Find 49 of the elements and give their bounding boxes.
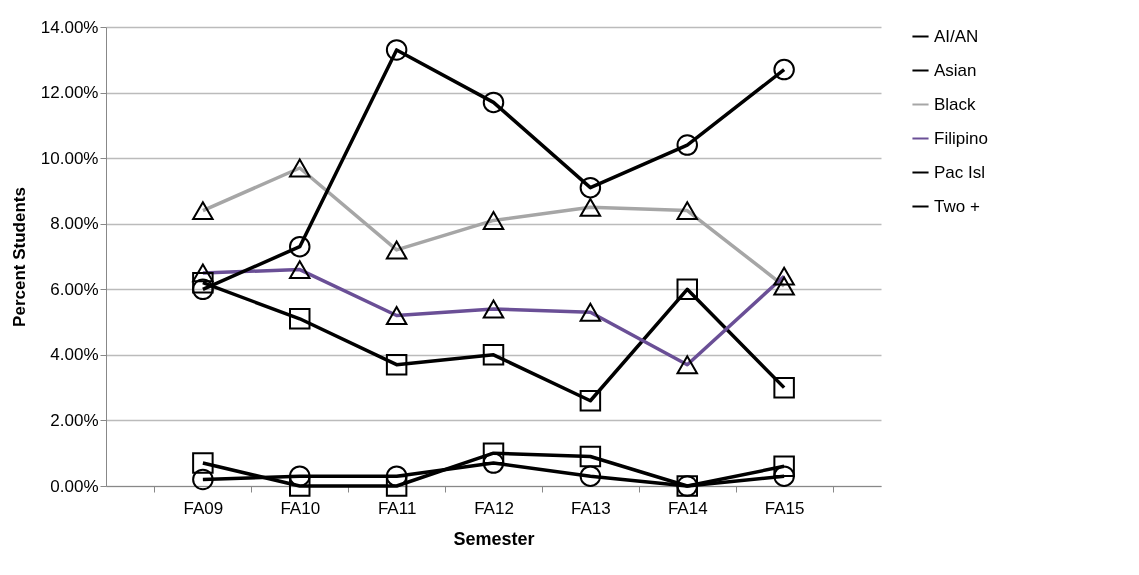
- y-tick-label: 6.00%: [50, 279, 99, 299]
- point: [579, 176, 602, 199]
- x-tick-label: FA11: [377, 498, 417, 518]
- point: [289, 465, 311, 487]
- x-tick-label: FA15: [764, 498, 805, 518]
- point: [289, 308, 311, 330]
- point: [289, 235, 311, 258]
- point: [385, 39, 408, 61]
- point: [579, 390, 602, 412]
- point: [192, 452, 214, 474]
- y-tick-label: 4.00%: [50, 345, 99, 365]
- x-tick-label: FA10: [280, 498, 321, 518]
- point: [482, 442, 505, 464]
- point: [773, 455, 795, 478]
- point: [676, 134, 698, 156]
- legend-label: Pac Isl: [934, 162, 986, 182]
- point: [579, 445, 602, 468]
- point: [482, 344, 505, 366]
- y-tick-label: 8.00%: [50, 214, 99, 234]
- point: [192, 278, 214, 301]
- point: [482, 91, 505, 114]
- point: [192, 271, 214, 294]
- point: [385, 475, 408, 497]
- y-tick-label: 10.00%: [40, 148, 99, 168]
- point: [192, 468, 214, 491]
- y-tick-label: 2.00%: [50, 410, 99, 430]
- y-tick-label: 14.00%: [40, 17, 99, 37]
- point: [676, 278, 698, 301]
- y-tick-label: 12.00%: [40, 83, 99, 103]
- x-tick-label: FA09: [183, 498, 224, 518]
- legend-label: Two +: [934, 196, 980, 216]
- point: [482, 452, 505, 474]
- point: [773, 376, 795, 399]
- point: [773, 58, 795, 81]
- x-tick-label: FA12: [474, 498, 514, 518]
- point: [579, 465, 602, 487]
- point: [385, 465, 408, 487]
- legend-label: Black: [934, 94, 977, 114]
- legend-label: Filipino: [934, 128, 988, 148]
- point: [385, 353, 408, 376]
- y-axis-title: Percent Students: [9, 187, 29, 327]
- point: [289, 475, 311, 497]
- legend-label: AI/AN: [934, 26, 979, 46]
- y-tick-label: 0.00%: [50, 476, 99, 496]
- point: [773, 465, 795, 487]
- x-axis-title: Semester: [453, 528, 535, 549]
- x-tick-label: FA14: [667, 498, 708, 518]
- legend-label: Asian: [934, 60, 977, 80]
- x-tick-label: FA13: [571, 498, 611, 518]
